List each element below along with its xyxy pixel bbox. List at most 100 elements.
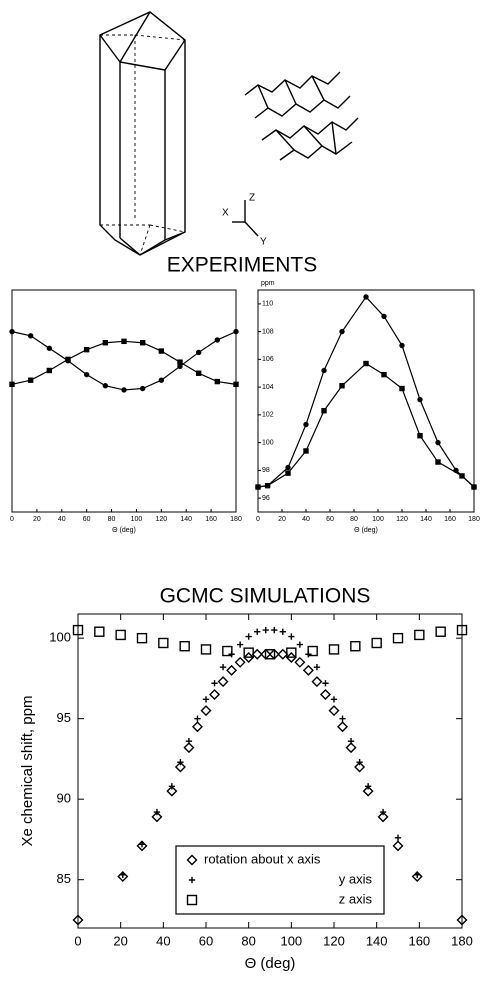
- point: [177, 359, 183, 365]
- x-tick-label: 140: [366, 933, 388, 948]
- point: [234, 656, 246, 668]
- y-tick-label: 104: [262, 384, 274, 391]
- point: [456, 914, 468, 926]
- point: [158, 377, 165, 383]
- point: [435, 439, 441, 446]
- crystal-edge: [99, 34, 121, 63]
- x-tick-label: 60: [199, 933, 213, 948]
- x-tick-label: 80: [350, 516, 358, 523]
- x-axis-label: Θ (deg): [245, 955, 296, 972]
- point: [392, 840, 404, 852]
- point: [345, 742, 357, 754]
- x-tick-label: 120: [155, 516, 167, 523]
- point: [321, 408, 327, 414]
- point: [209, 689, 221, 701]
- plot-frame: [77, 613, 463, 929]
- x-tick-label: 180: [468, 516, 480, 523]
- point: [363, 360, 369, 367]
- plot-frame: [11, 289, 237, 513]
- point: [313, 663, 321, 671]
- point: [435, 459, 441, 465]
- x-tick-label: 180: [230, 516, 242, 523]
- point: [255, 484, 261, 490]
- section-heading: GCMC SIMULATIONS: [160, 585, 371, 608]
- point: [414, 871, 421, 879]
- point: [392, 632, 404, 644]
- point: [219, 663, 227, 671]
- y-tick-label: 85: [57, 871, 71, 886]
- x-tick-label: 140: [180, 516, 192, 523]
- point: [222, 645, 233, 657]
- crystal-edge: [119, 237, 141, 256]
- point: [83, 371, 90, 378]
- point: [185, 738, 193, 745]
- y-tick-label: 110: [262, 301, 273, 308]
- point: [362, 785, 374, 797]
- point: [456, 624, 468, 636]
- x-tick-label: 0: [10, 516, 14, 523]
- point: [347, 738, 355, 745]
- fit-line: [257, 295, 475, 488]
- x-tick-label: 0: [256, 516, 260, 523]
- point: [296, 641, 304, 648]
- y-tick-label: 100: [49, 630, 71, 645]
- section-heading: EXPERIMENTS: [167, 254, 318, 277]
- point: [195, 349, 202, 356]
- legend-marker: [188, 876, 196, 884]
- point: [27, 377, 34, 383]
- point: [285, 470, 291, 476]
- y-tick-label: 90: [57, 791, 71, 806]
- axis-arrow: [244, 221, 259, 237]
- point: [339, 328, 345, 335]
- point: [330, 696, 338, 703]
- point: [381, 371, 387, 378]
- point: [139, 340, 146, 346]
- point: [251, 648, 263, 660]
- point: [102, 383, 109, 389]
- point: [271, 626, 278, 634]
- hidden-edge: [139, 224, 151, 256]
- point: [435, 626, 446, 637]
- crystal-outline: [99, 11, 186, 256]
- hidden-edge: [149, 224, 186, 233]
- point: [121, 338, 127, 345]
- y-axis-label: Xe chemical shift, ppm: [19, 696, 36, 847]
- point: [339, 383, 345, 389]
- point: [115, 629, 126, 641]
- point: [27, 333, 34, 339]
- point: [119, 871, 126, 879]
- point: [168, 783, 176, 790]
- point: [194, 715, 201, 722]
- point: [226, 664, 238, 676]
- legend-label: z axis: [339, 891, 373, 906]
- point: [179, 641, 190, 652]
- point: [381, 313, 387, 320]
- point: [264, 649, 276, 660]
- x-tick-label: 100: [131, 516, 143, 523]
- fit-line: [11, 340, 237, 385]
- axis-label: Y: [260, 237, 267, 248]
- x-tick-label: 140: [420, 516, 432, 523]
- point: [262, 626, 269, 634]
- lattice: [284, 79, 297, 105]
- y-axis-label: ppm: [261, 280, 275, 287]
- point: [377, 811, 389, 823]
- point: [166, 785, 178, 797]
- point: [328, 644, 340, 655]
- lattice: [257, 84, 269, 109]
- point: [414, 629, 425, 641]
- point: [102, 340, 109, 346]
- x-tick-label: 60: [83, 516, 91, 523]
- point: [233, 328, 239, 335]
- point: [9, 328, 15, 335]
- point: [139, 385, 146, 392]
- x-tick-label: 120: [396, 516, 408, 523]
- point: [151, 811, 163, 823]
- legend: [175, 845, 385, 915]
- point: [394, 834, 402, 841]
- y-tick-label: 100: [262, 439, 274, 446]
- point: [322, 680, 329, 687]
- x-tick-label: 60: [326, 516, 334, 523]
- point: [294, 656, 306, 668]
- plot-frame: [257, 289, 475, 513]
